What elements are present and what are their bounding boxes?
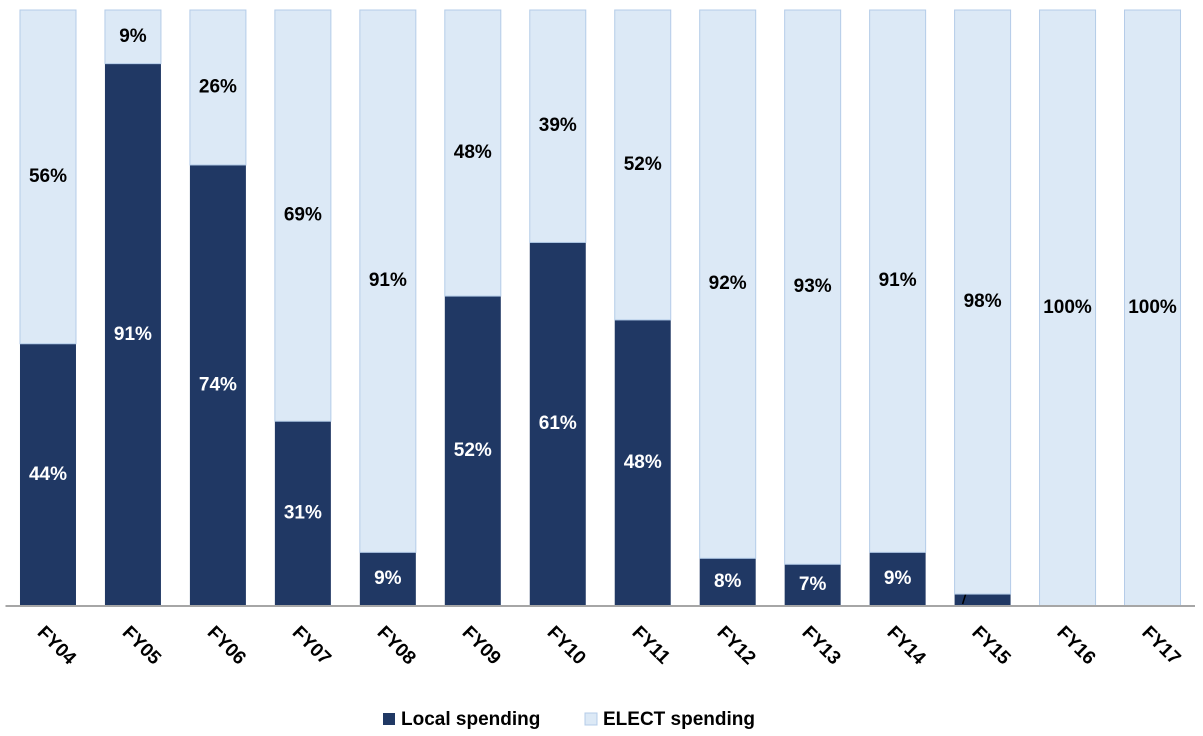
bar-segment: [699, 9, 757, 559]
bar-segment: [274, 9, 332, 422]
bar-segment: [19, 9, 77, 345]
x-tick-label: FY17: [1137, 622, 1184, 669]
data-label: 48%: [454, 142, 492, 163]
x-tick-label: FY11: [628, 622, 675, 669]
x-tick-label: FY07: [288, 622, 335, 669]
x-tick-label: FY06: [203, 622, 250, 669]
bar-segment: [444, 9, 502, 297]
bar-segment: [869, 9, 927, 553]
data-label: 91%: [114, 324, 152, 345]
data-label: 8%: [714, 571, 742, 592]
legend-swatch: [383, 713, 395, 725]
legend-label: ELECT spending: [603, 709, 755, 730]
x-tick-label: FY08: [373, 622, 420, 669]
data-label: 31%: [284, 503, 322, 524]
bar-segment: [614, 319, 671, 606]
bar-segment: [104, 63, 161, 606]
bar-segment: [444, 296, 501, 606]
data-label: 48%: [624, 452, 662, 473]
bar-segment: [784, 9, 842, 565]
bar-segment: [954, 594, 1011, 606]
data-label: 98%: [964, 291, 1002, 312]
bar-segment: [784, 564, 841, 606]
data-label: 74%: [199, 374, 237, 395]
bar-segment: [614, 9, 672, 321]
data-label: 69%: [284, 205, 322, 226]
data-label: 91%: [879, 270, 917, 291]
bar-segment: [189, 9, 247, 166]
data-label: 52%: [624, 154, 662, 175]
bar-segment: [699, 558, 756, 606]
x-tick-label: FY15: [968, 622, 1015, 669]
x-tick-label: FY12: [713, 622, 760, 669]
x-tick-label: FY04: [33, 622, 80, 669]
bar-segment: [1124, 9, 1182, 607]
data-label: 7%: [799, 574, 827, 595]
bar-segment: [104, 9, 162, 65]
data-label: 61%: [539, 413, 577, 434]
data-label: 26%: [199, 76, 237, 97]
bar-segment: [274, 421, 331, 606]
data-label: 39%: [539, 115, 577, 136]
data-label: 91%: [369, 270, 407, 291]
x-tick-label: FY09: [458, 622, 505, 669]
bar-segment: [529, 242, 586, 606]
x-tick-label: FY10: [543, 622, 590, 669]
bar-segment: [359, 9, 417, 553]
bar-segment: [529, 9, 587, 243]
data-label: 93%: [794, 276, 832, 297]
bar-segment: [19, 343, 76, 606]
data-label: 9%: [119, 26, 147, 47]
data-label: 56%: [29, 166, 67, 187]
bar-segment: [869, 552, 926, 606]
bar-segment: [359, 552, 416, 606]
data-label: 44%: [29, 464, 67, 485]
data-label: 9%: [374, 568, 402, 589]
x-tick-label: FY13: [798, 622, 845, 669]
data-label: 100%: [1128, 297, 1177, 318]
data-label: 92%: [709, 273, 747, 294]
legend-swatch: [584, 712, 598, 726]
bar-segment: [954, 9, 1012, 595]
legend-label: Local spending: [401, 709, 540, 730]
x-tick-label: FY16: [1052, 622, 1099, 669]
bar-segment: [189, 164, 246, 606]
data-label: 100%: [1043, 297, 1092, 318]
bar-segment: [1039, 9, 1097, 607]
x-tick-label: FY14: [883, 622, 930, 669]
x-tick-label: FY05: [118, 622, 165, 669]
data-label: 9%: [884, 568, 912, 589]
data-label: 52%: [454, 440, 492, 461]
